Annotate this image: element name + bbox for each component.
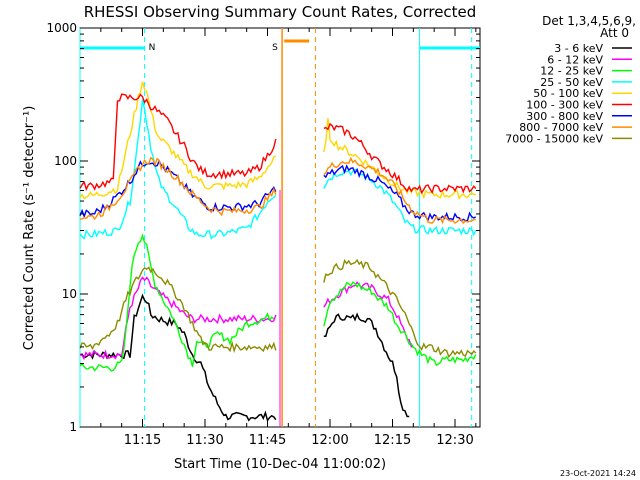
series-line-8 [79,258,477,359]
legend-label: 7000 - 15000 keV [505,132,603,145]
legend-label: 50 - 100 keV [533,87,603,100]
axis-layer: 1 10 100 1000 11:15 11:30 11:45 12:00 12:15 12:30 [46,21,480,448]
legend-label: 800 - 7000 keV [519,121,603,134]
chart-title: RHESSI Observing Summary Count Rates, Co… [84,3,477,21]
legend-label: 12 - 25 keV [540,65,603,78]
annotation-n: N [149,43,156,53]
series-layer [79,81,477,423]
y-tick-label: 100 [54,154,77,168]
y-tick-label: 10 [62,287,77,301]
footer-date: 23-Oct-2021 14:24 [560,469,636,478]
series-line-1 [79,276,414,361]
x-tick-label: 12:00 [311,433,348,448]
legend-header-line2: Att 0 [600,26,629,40]
legend-label: 6 - 12 keV [547,53,603,66]
series-line-7 [79,156,476,225]
x-tick-label: 11:45 [249,433,286,448]
x-tick-label: 12:15 [374,433,411,448]
series-line-4 [79,81,476,201]
y-axis-label: Corrected Count Rate (s⁻¹ detector⁻¹) [22,106,37,351]
x-tick-label: 11:15 [124,433,161,448]
annotation-s: S [272,43,278,53]
y-tick-label: 1000 [46,21,77,35]
y-tick-label: 1 [69,420,77,434]
series-line-3 [79,99,477,241]
legend-label: 3 - 6 keV [554,42,603,55]
x-axis-label: Start Time (10-Dec-04 11:00:02) [174,457,386,472]
legend-label: 25 - 50 keV [540,76,603,89]
x-tick-label: 12:30 [436,433,473,448]
series-line-5 [79,93,477,195]
x-tick-label: 11:30 [186,433,223,448]
legend-header-line1: Det 1,3,4,5,6,9, [542,14,636,28]
legend-label: 100 - 300 keV [526,99,603,112]
legend-label: 300 - 800 keV [526,110,603,123]
series-line-2 [79,233,477,372]
